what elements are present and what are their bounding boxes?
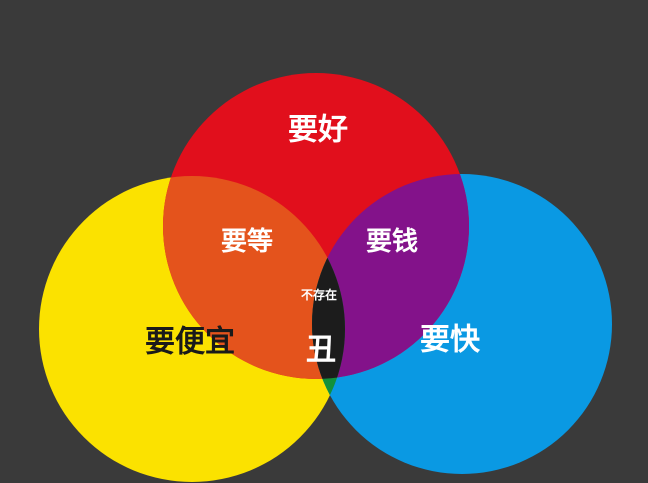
label-good: 要好 — [288, 113, 348, 148]
label-money: 要钱 — [366, 227, 418, 257]
label-fast: 要快 — [420, 323, 481, 358]
label-not-exist: 不存在 — [301, 287, 337, 302]
label-cheap: 要便宜 — [145, 325, 235, 360]
label-wait: 要等 — [221, 226, 273, 257]
label-ugly: 丑 — [306, 333, 336, 368]
